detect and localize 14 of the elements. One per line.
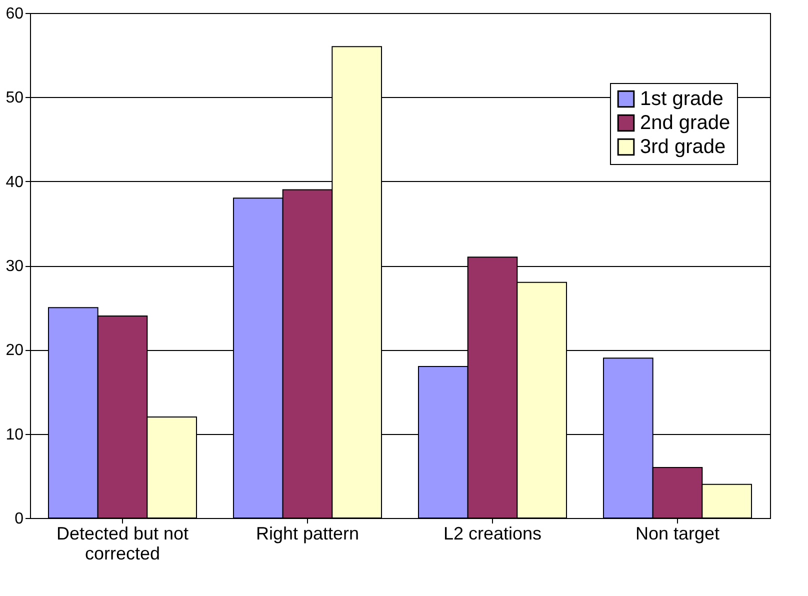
y-tick-label: 30 [6, 258, 24, 275]
x-tick-label: L2 creations [443, 524, 542, 544]
y-tick-label: 10 [6, 426, 24, 444]
y-tick-label: 60 [6, 6, 24, 22]
x-tick-label: Right pattern [256, 524, 360, 544]
legend-label: 3rd grade [640, 136, 726, 158]
legend-label: 2nd grade [640, 112, 730, 134]
x-tick-label: Non target [635, 524, 720, 544]
legend-label: 1st grade [640, 88, 724, 110]
y-tick-label: 0 [14, 510, 24, 528]
x-tick-label: Detected but not corrected [56, 524, 189, 564]
y-tick-label: 20 [6, 342, 24, 360]
y-tick-label: 40 [6, 174, 24, 191]
y-tick-label: 50 [6, 90, 24, 107]
